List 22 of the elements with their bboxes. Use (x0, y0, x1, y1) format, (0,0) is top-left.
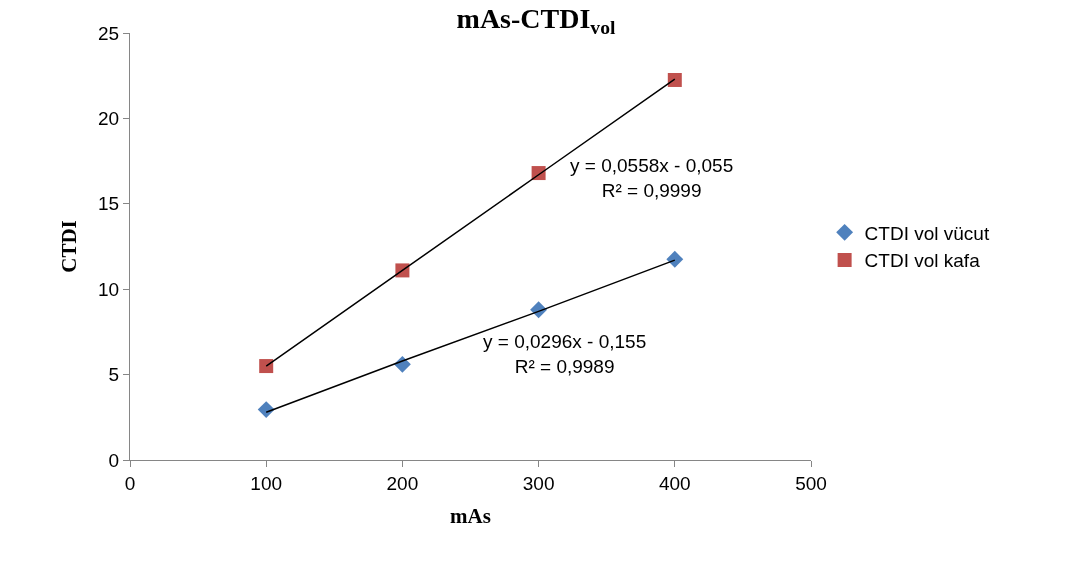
x-tick-label: 200 (386, 472, 419, 494)
y-tick-label: 20 (98, 108, 120, 130)
x-tick-label: 0 (124, 472, 136, 494)
x-axis-title: mAs (450, 504, 491, 528)
point (257, 401, 275, 419)
x-tick-label: 500 (795, 472, 827, 494)
annotation: y = 0,0296x - 0,155 R² = 0,9989 (483, 331, 647, 377)
chart-title: mAs-CTDI$_{vol}$ (456, 3, 616, 39)
legend-label: CTDI vol vücut (864, 222, 990, 244)
point (259, 359, 274, 374)
x-tick-label: 300 (522, 472, 555, 494)
annotation: y = 0,0558x - 0,055 R² = 0,9999 (570, 155, 734, 201)
point (667, 72, 682, 87)
legend-label: CTDI vol kafa (864, 250, 981, 272)
y-tick-label: 0 (108, 449, 120, 471)
y-tick-label: 10 (98, 278, 120, 300)
y-tick-label: 25 (98, 22, 120, 44)
y-axis-title: CTDI (57, 220, 82, 273)
x-tick-label: 100 (250, 472, 283, 494)
x-tick-label: 400 (658, 472, 691, 494)
y-tick-label: 5 (108, 364, 120, 386)
y-tick-label: 15 (98, 193, 120, 215)
